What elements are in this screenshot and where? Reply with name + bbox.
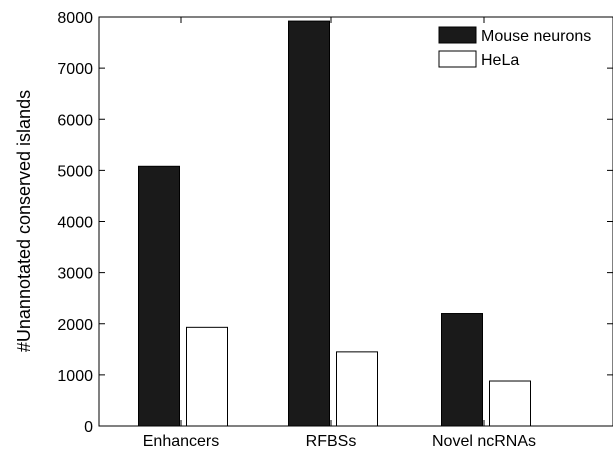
bar-rfbss-mouse-neurons (288, 20, 330, 427)
y-tick-label: 2000 (57, 317, 93, 334)
x-tick-label: Enhancers (143, 433, 220, 450)
bar-novel-ncrnas-hela (489, 380, 531, 427)
y-tick-label: 8000 (57, 10, 93, 27)
y-ticks: 0 1000 2000 3000 4000 5000 6000 7000 8000 (57, 10, 613, 436)
y-tick-label: 4000 (57, 215, 93, 232)
x-tick-label: Novel ncRNAs (432, 433, 536, 450)
bars-layer (138, 20, 531, 427)
bar-novel-ncrnas-mouse-neurons (441, 313, 483, 427)
x-ticks: Enhancers RFBSs Novel ncRNAs (143, 17, 536, 450)
bar-enhancers-hela (186, 326, 228, 427)
y-tick-label: 6000 (57, 112, 93, 129)
legend-swatch (438, 26, 477, 44)
legend-swatch (438, 50, 477, 68)
legend: Mouse neurons HeLa (438, 26, 591, 69)
y-tick-label: 0 (84, 419, 93, 436)
legend-label: HeLa (481, 52, 519, 69)
y-tick-label: 1000 (57, 368, 93, 385)
y-tick-label: 7000 (57, 61, 93, 78)
bar-enhancers-mouse-neurons (138, 165, 180, 427)
legend-label: Mouse neurons (481, 28, 591, 45)
y-tick-label: 5000 (57, 163, 93, 180)
y-axis-label: #Unannotated conserved islands (14, 90, 34, 352)
y-tick-label: 3000 (57, 266, 93, 283)
x-tick-label: RFBSs (306, 433, 357, 450)
bar-rfbss-hela (336, 351, 378, 427)
